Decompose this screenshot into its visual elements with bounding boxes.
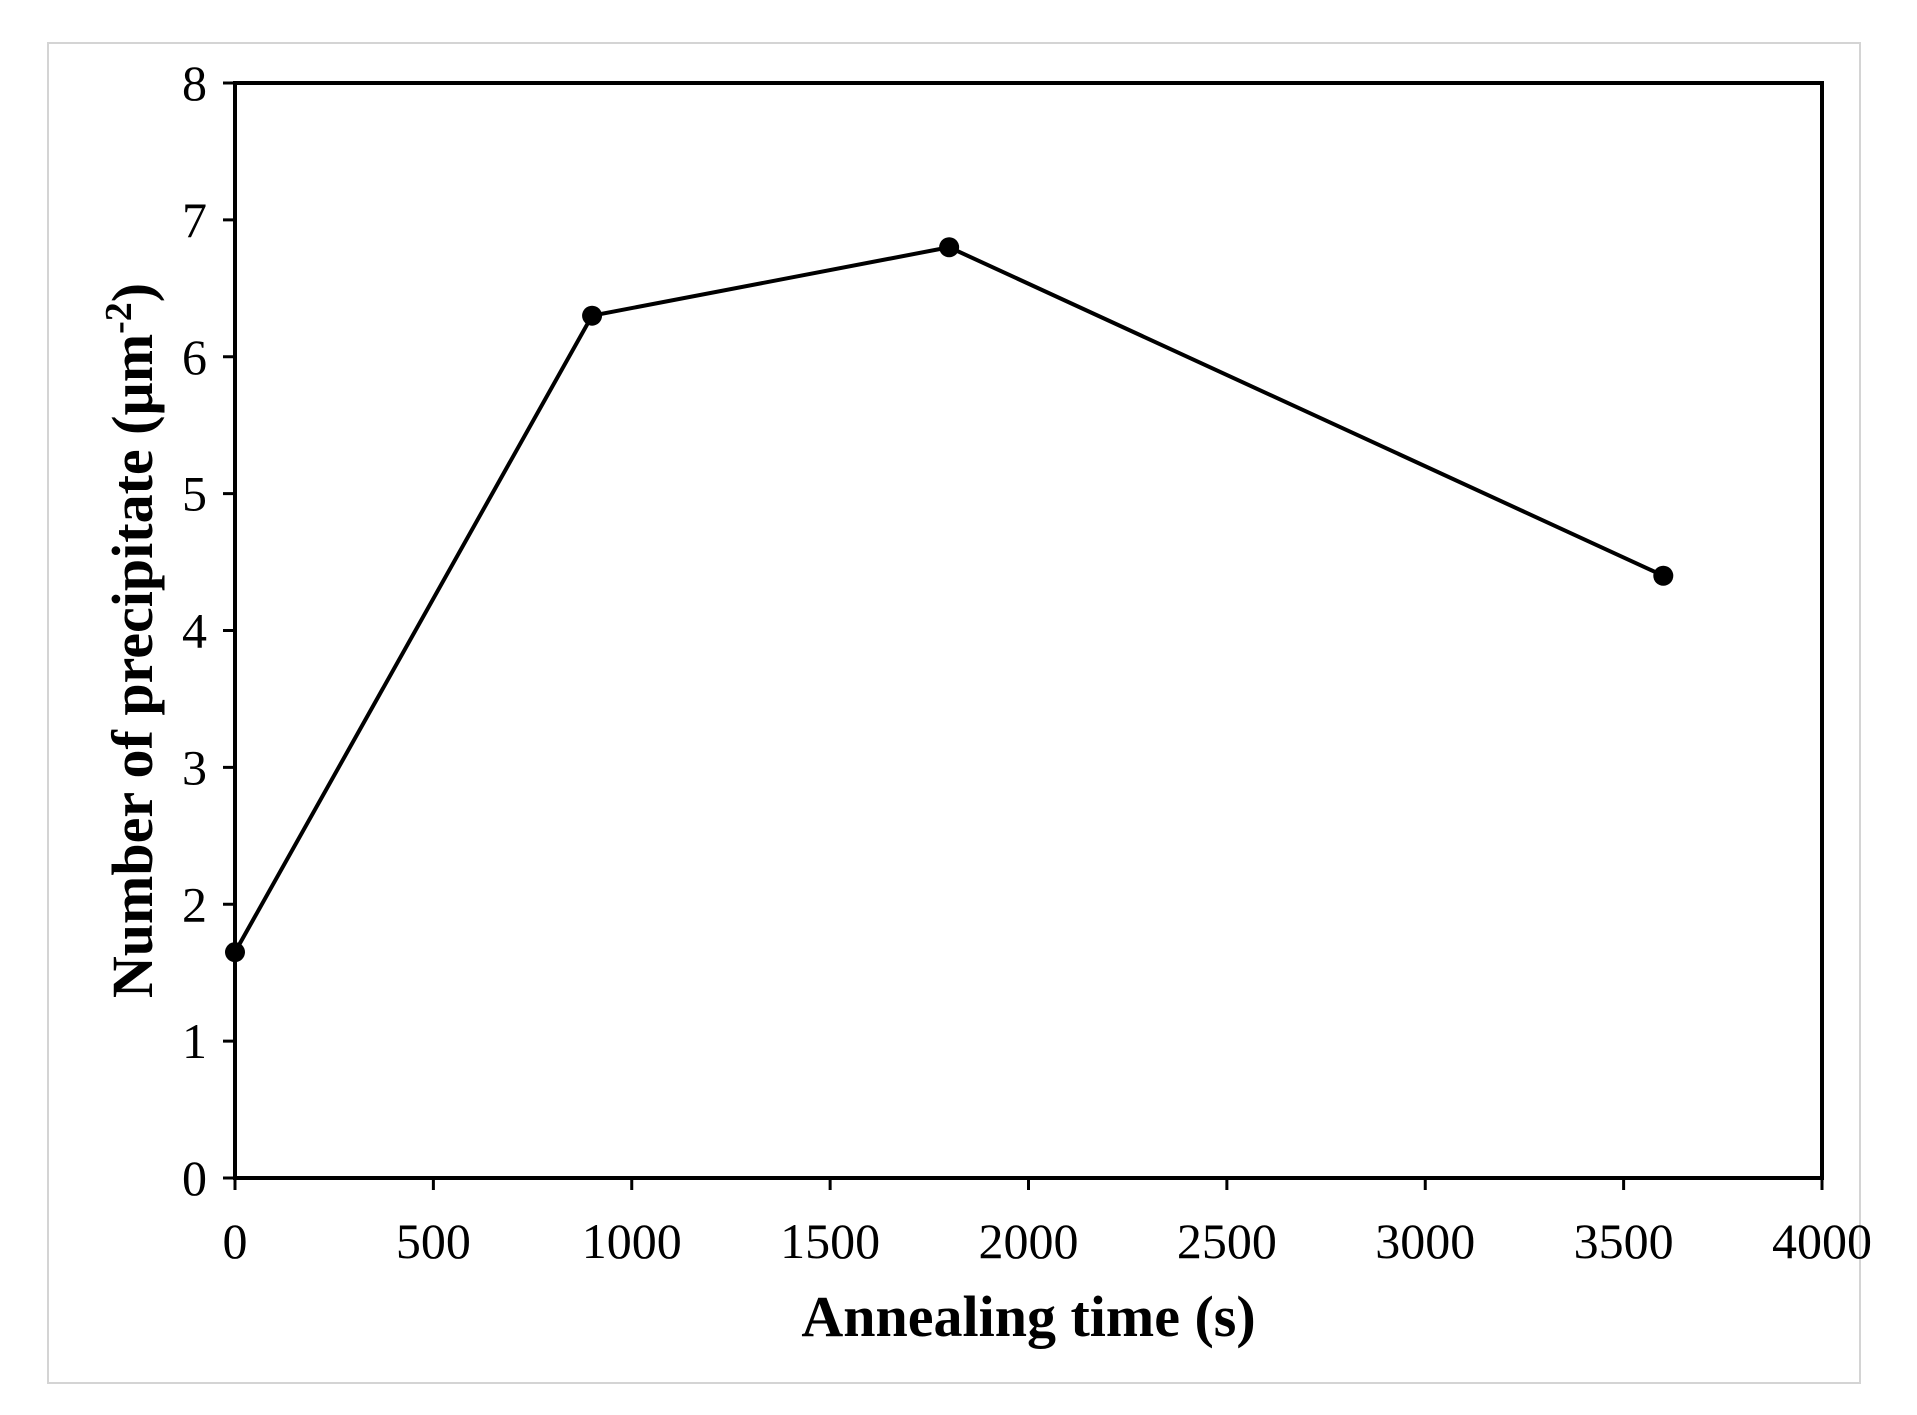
x-tick-label: 0: [223, 1213, 248, 1269]
x-tick-label: 500: [396, 1213, 471, 1269]
data-point: [939, 237, 960, 258]
data-point: [582, 305, 603, 326]
y-tick-label: 0: [182, 1150, 207, 1206]
x-tick-label: 1500: [780, 1213, 880, 1269]
y-tick-label: 3: [182, 739, 207, 795]
chart-frame: [47, 42, 1861, 1384]
plot-area-border: [233, 81, 1824, 1180]
y-tick-label: 2: [182, 876, 207, 932]
x-tick-label: 3000: [1375, 1213, 1475, 1269]
data-point: [1653, 565, 1674, 586]
x-tick-label: 4000: [1772, 1213, 1872, 1269]
y-tick-label: 8: [182, 55, 207, 111]
y-tick-label: 4: [182, 603, 207, 659]
y-axis-ticks: 0 1 2 3 4 5 6 7 8: [182, 55, 235, 1206]
y-tick-label: 5: [182, 466, 207, 522]
series-layer: [225, 237, 1674, 963]
x-axis-title: Annealing time (s): [801, 1284, 1255, 1349]
x-tick-label: 1000: [582, 1213, 682, 1269]
y-axis-title-superscript: -2: [98, 302, 140, 334]
y-axis-title: Number of precipitate (µm-2): [98, 283, 165, 998]
x-tick-label: 2000: [979, 1213, 1079, 1269]
y-tick-label: 1: [182, 1013, 207, 1069]
x-tick-label: 3500: [1574, 1213, 1674, 1269]
series-line: [233, 245, 1665, 954]
y-tick-label: 7: [182, 192, 207, 248]
data-point: [225, 942, 245, 963]
y-axis-title-close: ): [100, 283, 165, 302]
x-axis-ticks: 0 500 1000 1500 2000 2500 3000 3500 4000: [223, 1178, 1872, 1269]
y-tick-label: 6: [182, 329, 207, 385]
y-axis-title-main: Number of precipitate (µm: [100, 334, 165, 998]
x-tick-label: 2500: [1177, 1213, 1277, 1269]
